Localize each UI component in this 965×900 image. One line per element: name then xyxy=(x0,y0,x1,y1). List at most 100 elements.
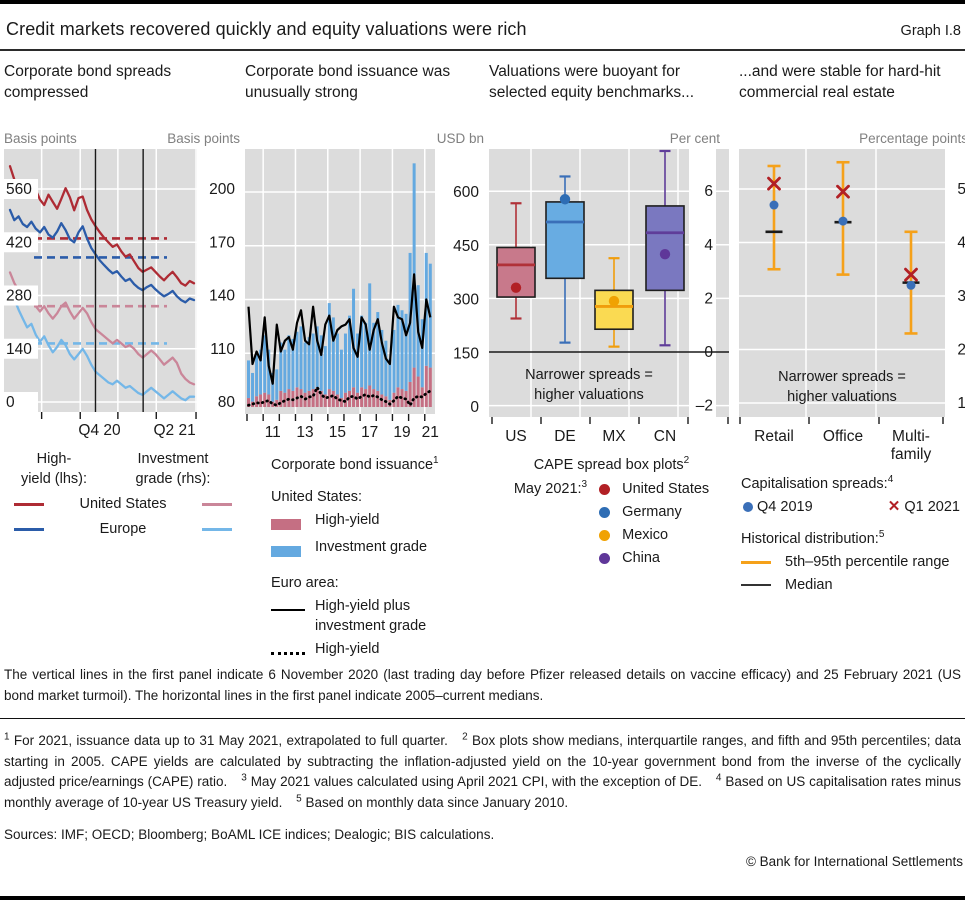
bar-us-investment-grade xyxy=(299,326,303,390)
bar-us-high-yield xyxy=(247,398,250,407)
bar-us-high-yield xyxy=(424,365,428,407)
legend-title: Corporate bond issuance1 xyxy=(271,455,439,473)
right-axis-tick-label: 600 xyxy=(453,184,479,201)
right-axis-tick-label: –2 xyxy=(696,398,713,415)
panel-title: Valuations were buoyant for selected equ… xyxy=(489,63,695,101)
label-background xyxy=(4,392,38,412)
bar-us-high-yield xyxy=(279,390,283,407)
bar-us-investment-grade xyxy=(271,372,275,402)
footnote-4: 4 Based on US capitalisation rates minus… xyxy=(4,772,961,810)
x-axis-tick-label: US xyxy=(505,428,527,445)
bar-us-high-yield xyxy=(255,396,259,407)
bar-us-high-yield xyxy=(307,390,311,407)
left-axis-tick-label: 280 xyxy=(6,288,32,305)
q1-2021-x-Office xyxy=(836,184,850,199)
bar-us-investment-grade xyxy=(412,163,416,368)
bar-us-investment-grade xyxy=(356,333,360,393)
axis-unit-row: USD bn xyxy=(245,131,484,149)
legend-label: Mexico xyxy=(622,527,669,543)
right-axis-tick-label: 450 xyxy=(453,238,479,255)
bar-us-high-yield xyxy=(327,389,331,407)
panel-title: Corporate bond spreads compressed xyxy=(4,63,172,101)
bar-us-investment-grade xyxy=(420,319,424,388)
left-axis-tick-label: 0 xyxy=(6,394,15,411)
box-CN xyxy=(645,205,685,292)
x-axis-tick-label: Office xyxy=(823,428,863,445)
legend-label: 5th–95th percentile range xyxy=(785,554,950,570)
bar-us-investment-grade xyxy=(307,337,311,391)
annotation-text: higher valuations xyxy=(534,387,644,403)
bar-us-high-yield xyxy=(416,376,420,407)
q4-2019-dot-swatch xyxy=(743,502,753,513)
high-yield-bar-swatch xyxy=(271,518,301,530)
may-2021-dot-DE xyxy=(559,194,571,205)
bar-us-high-yield xyxy=(311,389,315,407)
series-line-europe-high-yield xyxy=(8,208,196,304)
bar-us-high-yield xyxy=(319,390,323,407)
legend-label: Germany xyxy=(622,504,682,520)
bar-us-high-yield xyxy=(323,394,327,407)
label-gutter xyxy=(689,149,716,417)
bar-us-high-yield xyxy=(343,392,347,407)
cap-spreads-legend: Capitalisation spreads:4 Q4 2019 ✕ Q1 20… xyxy=(739,474,965,595)
panel-title: Corporate bond issuance was unusually st… xyxy=(245,63,451,101)
bar-us-high-yield xyxy=(372,389,376,407)
may-2021-dot-CN xyxy=(659,248,671,260)
historical-distribution-header: Historical distribution:5 xyxy=(741,529,885,547)
footnotes: 1 For 2021, issuance data up to 31 May 2… xyxy=(0,719,965,813)
legend-row-ea-high-yield: High-yield xyxy=(271,639,484,663)
right-axis-tick-label: 4 xyxy=(704,237,713,254)
china-dot-swatch xyxy=(599,552,611,564)
legend-title: CAPE spread box plots2 xyxy=(533,455,690,473)
graph-number-label: Graph I.8 xyxy=(900,23,961,39)
bar-us-investment-grade xyxy=(384,340,388,397)
bar-us-investment-grade xyxy=(275,369,279,400)
us-investment-grade-line-swatch xyxy=(202,502,232,506)
label-background xyxy=(4,232,38,253)
panel-bond-issuance: Corporate bond issuance was unusually st… xyxy=(245,61,484,663)
legend-row-investment-grade: Investment grade xyxy=(271,537,484,561)
legend-row-united-states: United States xyxy=(599,479,709,499)
bar-us-investment-grade xyxy=(335,333,339,395)
bottom-border-bar xyxy=(0,896,965,900)
investment-grade-header: Investment grade (rhs): xyxy=(135,451,211,487)
us-high-yield-line-swatch xyxy=(14,502,44,506)
right-axis-unit: Percentage points xyxy=(859,131,965,146)
label-background xyxy=(4,338,38,359)
europe-investment-grade-line-swatch xyxy=(202,527,232,531)
bar-us-high-yield xyxy=(271,401,275,407)
bar-us-investment-grade xyxy=(319,335,323,391)
europe-high-yield-line-swatch xyxy=(14,527,44,531)
q1-2021-x-Multi-family xyxy=(904,267,918,282)
investment-grade-bar-swatch xyxy=(271,545,301,557)
bar-us-investment-grade xyxy=(392,329,396,393)
legend-label: High-yield plus investment grade xyxy=(315,598,427,634)
bar-us-investment-grade xyxy=(396,304,400,388)
bar-us-investment-grade xyxy=(311,333,315,390)
x-axis-tick-label: 11 xyxy=(265,424,281,441)
series-dotted-euro-area-high-yield xyxy=(247,384,432,408)
bar-us-investment-grade xyxy=(267,349,271,395)
legend-label: Investment grade xyxy=(315,539,428,555)
bar-us-investment-grade xyxy=(323,346,327,395)
right-axis-tick-label: 3 xyxy=(957,288,965,305)
series-line-us-high-yield xyxy=(8,165,196,287)
legend-row-q4-2019: Q4 2019 xyxy=(743,497,813,517)
bar-us-investment-grade xyxy=(343,333,347,393)
bar-us-high-yield xyxy=(315,387,319,407)
right-axis-unit: Per cent xyxy=(669,131,720,146)
legend-label: Q4 2019 xyxy=(757,499,813,515)
cape-legend: CAPE spread box plots2 May 2021:3 United… xyxy=(489,455,734,571)
bar-us-high-yield xyxy=(331,390,335,407)
bar-us-high-yield xyxy=(348,390,351,407)
legend-label: High-yield xyxy=(315,512,380,528)
bond-spreads-legend: High- yield (lhs): Investment grade (rhs… xyxy=(4,449,240,539)
footnote-5: 5 Based on monthly data since January 20… xyxy=(296,793,569,810)
series-line-euro-area-total xyxy=(247,273,432,385)
axis-unit-row: Per cent xyxy=(489,131,734,149)
x-axis-tick-label: 15 xyxy=(329,424,346,441)
box-DE xyxy=(545,201,585,280)
legend-row-europe: Europe xyxy=(4,519,240,539)
legend-row-china: China xyxy=(599,548,709,568)
annotation-text: higher valuations xyxy=(787,389,897,405)
